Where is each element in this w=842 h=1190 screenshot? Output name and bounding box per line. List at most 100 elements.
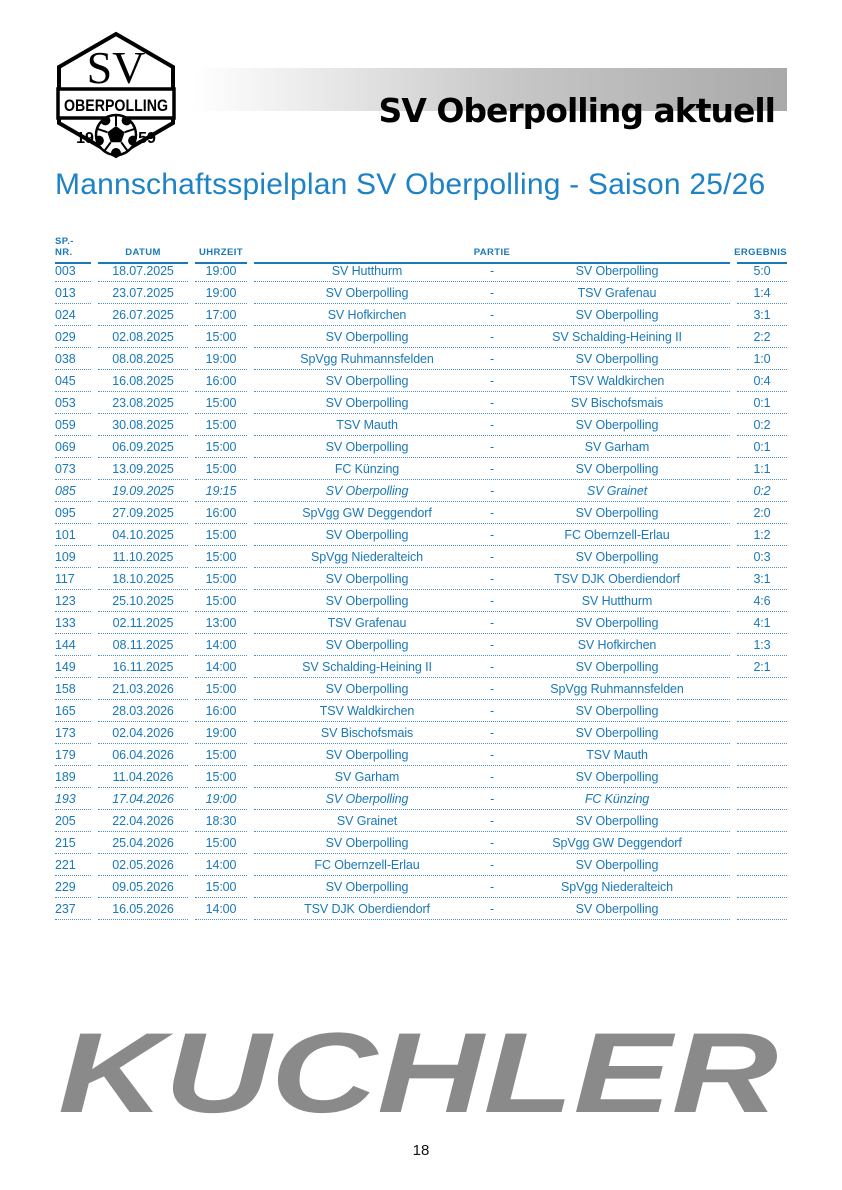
vs-dash: - xyxy=(489,615,495,630)
row-number: 013 xyxy=(55,282,91,304)
row-date: 22.04.2026 xyxy=(98,810,188,832)
row-time: 19:00 xyxy=(195,722,247,744)
row-number: 215 xyxy=(55,832,91,854)
home-team: SpVgg Niederalteich xyxy=(310,549,424,564)
row-result: 4:1 xyxy=(737,612,787,634)
schedule-rows: 003 18.07.2025 19:00 SV Hutthurm - SV Ob… xyxy=(55,260,787,920)
table-row: 069 06.09.2025 15:00 SV Oberpolling - SV… xyxy=(55,436,787,458)
row-date: 19.09.2025 xyxy=(98,480,188,502)
row-number: 053 xyxy=(55,392,91,414)
away-team: SV Garham xyxy=(584,439,650,454)
banner-title: SV Oberpolling aktuell xyxy=(378,91,776,130)
row-result: 0:3 xyxy=(737,546,787,568)
row-result: 0:4 xyxy=(737,370,787,392)
home-team: SV Oberpolling xyxy=(325,329,409,344)
home-team: SV Oberpolling xyxy=(325,747,409,762)
away-team: TSV DJK Oberdiendorf xyxy=(554,571,680,586)
row-result: 0:2 xyxy=(737,480,787,502)
row-number: 165 xyxy=(55,700,91,722)
row-time: 15:00 xyxy=(195,568,247,590)
row-number: 193 xyxy=(55,788,91,810)
row-result xyxy=(737,722,787,744)
home-team: FC Obernzell-Erlau xyxy=(314,857,420,872)
col-header-spnr: SP.-NR. xyxy=(55,236,91,264)
vs-dash: - xyxy=(489,857,495,872)
vs-dash: - xyxy=(489,483,495,498)
home-team: TSV DJK Oberdiendorf xyxy=(304,901,430,916)
row-result xyxy=(737,810,787,832)
vs-dash: - xyxy=(489,747,495,762)
row-date: 06.04.2026 xyxy=(98,744,188,766)
table-row: 123 25.10.2025 15:00 SV Oberpolling - SV… xyxy=(55,590,787,612)
row-date: 02.11.2025 xyxy=(98,612,188,634)
row-time: 18:30 xyxy=(195,810,247,832)
row-number: 149 xyxy=(55,656,91,678)
home-team: SV Oberpolling xyxy=(325,879,409,894)
home-team: SV Oberpolling xyxy=(325,439,409,454)
row-number: 173 xyxy=(55,722,91,744)
crest-clubname: OBERPOLLING xyxy=(64,96,168,115)
away-team: FC Künzing xyxy=(584,791,650,806)
row-time: 14:00 xyxy=(195,634,247,656)
club-crest: SV OBERPOLLING 19 59 xyxy=(55,31,177,159)
vs-dash: - xyxy=(489,835,495,850)
away-team: SV Schalding-Heining II xyxy=(552,329,682,344)
table-row: 059 30.08.2025 15:00 TSV Mauth - SV Ober… xyxy=(55,414,787,436)
col-header-uhrzeit: UHRZEIT xyxy=(195,236,247,264)
sponsor-wordmark: KUCHLER xyxy=(58,1010,778,1137)
row-date: 30.08.2025 xyxy=(98,414,188,436)
row-time: 15:00 xyxy=(195,744,247,766)
row-number: 144 xyxy=(55,634,91,656)
away-team: SV Oberpolling xyxy=(575,659,659,674)
row-result xyxy=(737,876,787,898)
schedule-table: SP.-NR. DATUM UHRZEIT PARTIE ERGEBNIS 00… xyxy=(55,236,787,920)
away-team: SV Oberpolling xyxy=(575,769,659,784)
vs-dash: - xyxy=(489,791,495,806)
row-number: 123 xyxy=(55,590,91,612)
row-date: 16.11.2025 xyxy=(98,656,188,678)
table-row: 109 11.10.2025 15:00 SpVgg Niederalteich… xyxy=(55,546,787,568)
vs-dash: - xyxy=(489,505,495,520)
row-result: 0:1 xyxy=(737,392,787,414)
vs-dash: - xyxy=(489,549,495,564)
row-time: 13:00 xyxy=(195,612,247,634)
vs-dash: - xyxy=(489,307,495,322)
away-team: SV Grainet xyxy=(586,483,648,498)
row-number: 101 xyxy=(55,524,91,546)
row-time: 15:00 xyxy=(195,876,247,898)
row-time: 15:00 xyxy=(195,766,247,788)
row-time: 15:00 xyxy=(195,326,247,348)
crest-year-left: 19 xyxy=(76,130,94,147)
away-team: TSV Mauth xyxy=(586,747,648,762)
home-team: SpVgg Ruhmannsfelden xyxy=(300,351,434,366)
away-team: SV Oberpolling xyxy=(575,813,659,828)
row-result: 2:0 xyxy=(737,502,787,524)
away-team: SV Oberpolling xyxy=(575,857,659,872)
home-team: SV Oberpolling xyxy=(325,637,409,652)
row-result: 5:0 xyxy=(737,260,787,282)
row-date: 06.09.2025 xyxy=(98,436,188,458)
home-team: SV Oberpolling xyxy=(325,571,409,586)
row-number: 237 xyxy=(55,898,91,920)
row-number: 109 xyxy=(55,546,91,568)
away-team: SV Oberpolling xyxy=(575,461,659,476)
vs-dash: - xyxy=(489,813,495,828)
row-date: 09.05.2026 xyxy=(98,876,188,898)
row-number: 189 xyxy=(55,766,91,788)
vs-dash: - xyxy=(489,593,495,608)
home-team: SV Oberpolling xyxy=(325,395,409,410)
away-team: SpVgg GW Deggendorf xyxy=(552,835,682,850)
row-date: 16.05.2026 xyxy=(98,898,188,920)
vs-dash: - xyxy=(489,725,495,740)
table-row: 073 13.09.2025 15:00 FC Künzing - SV Obe… xyxy=(55,458,787,480)
row-number: 029 xyxy=(55,326,91,348)
table-row: 024 26.07.2025 17:00 SV Hofkirchen - SV … xyxy=(55,304,787,326)
row-result xyxy=(737,854,787,876)
away-team: SV Oberpolling xyxy=(575,901,659,916)
table-row: 205 22.04.2026 18:30 SV Grainet - SV Obe… xyxy=(55,810,787,832)
row-date: 11.04.2026 xyxy=(98,766,188,788)
row-time: 16:00 xyxy=(195,370,247,392)
row-time: 19:15 xyxy=(195,480,247,502)
row-time: 15:00 xyxy=(195,590,247,612)
row-number: 117 xyxy=(55,568,91,590)
